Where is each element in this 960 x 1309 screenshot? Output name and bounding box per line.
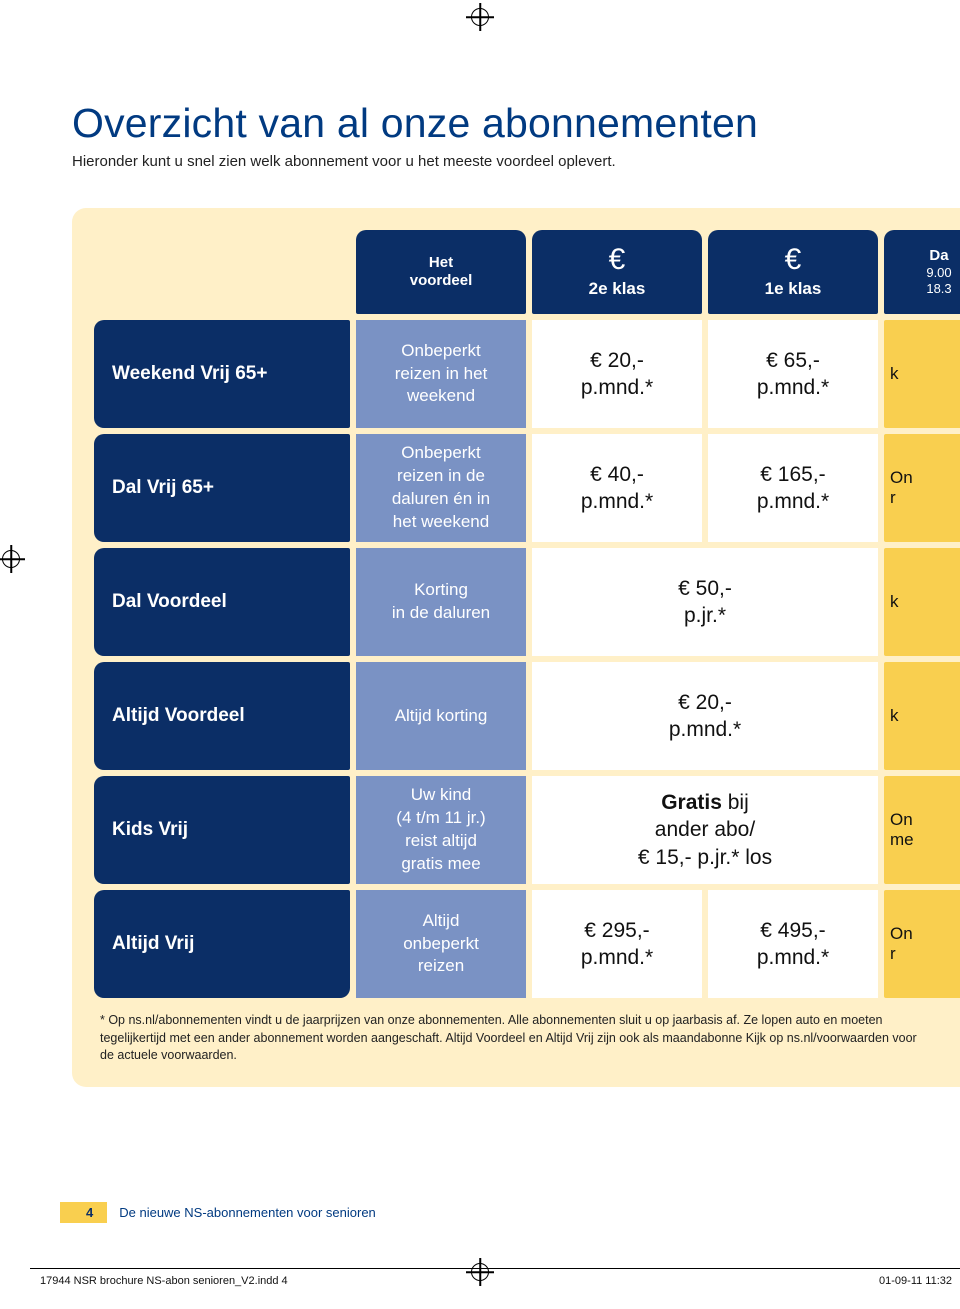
row-benefit: Onbeperkt reizen in het weekend (356, 320, 526, 428)
slug-date: 01-09-11 11:32 (879, 1275, 952, 1287)
row-edge-cutoff: On me (884, 776, 960, 884)
row-name: Dal Vrij 65+ (94, 434, 350, 542)
page-title: Overzicht van al onze abonnementen (72, 100, 960, 147)
page-number: 4 (60, 1202, 107, 1223)
row-price-2e: € 295,- p.mnd.* (532, 890, 702, 998)
row-name: Kids Vrij (94, 776, 350, 884)
row-name: Weekend Vrij 65+ (94, 320, 350, 428)
row-edge-cutoff: On r (884, 434, 960, 542)
header-2e-klas: €2e klas (532, 230, 702, 314)
row-price-1e: € 495,- p.mnd.* (708, 890, 878, 998)
row-name: Altijd Vrij (94, 890, 350, 998)
row-name: Dal Voordeel (94, 548, 350, 656)
row-price-2e: € 20,- p.mnd.* (532, 320, 702, 428)
page-footer-text: De nieuwe NS-abonnementen voor senioren (119, 1205, 376, 1220)
row-benefit: Korting in de daluren (356, 548, 526, 656)
slug-rule (30, 1268, 960, 1269)
header-1e-klas: €1e klas (708, 230, 878, 314)
page-footer: 4 De nieuwe NS-abonnementen voor seniore… (60, 1202, 376, 1223)
pricing-table: Het voordeel€2e klas€1e klasDa9.00 18.3 W… (72, 208, 960, 1087)
row-benefit: Altijd korting (356, 662, 526, 770)
header-blank (94, 230, 350, 314)
row-edge-cutoff: k (884, 548, 960, 656)
row-price-1e: € 65,- p.mnd.* (708, 320, 878, 428)
table-footnote: * Op ns.nl/abonnementen vindt u de jaarp… (94, 1012, 934, 1065)
row-price-merged: € 20,- p.mnd.* (532, 662, 878, 770)
header-benefit: Het voordeel (356, 230, 526, 314)
slug-filename: 17944 NSR brochure NS-abon senioren_V2.i… (40, 1275, 288, 1287)
row-benefit: Altijd onbeperkt reizen (356, 890, 526, 998)
registration-mark-icon (471, 1263, 489, 1281)
row-edge-cutoff: k (884, 662, 960, 770)
row-benefit: Onbeperkt reizen in de daluren én in het… (356, 434, 526, 542)
row-edge-cutoff: k (884, 320, 960, 428)
page-subtitle: Hieronder kunt u snel zien welk abonneme… (72, 153, 960, 170)
row-edge-cutoff: On r (884, 890, 960, 998)
row-price-merged: Gratis bijander abo/€ 15,- p.jr.* los (532, 776, 878, 884)
row-benefit: Uw kind (4 t/m 11 jr.) reist altijd grat… (356, 776, 526, 884)
header-cutoff: Da9.00 18.3 (884, 230, 960, 314)
row-price-1e: € 165,- p.mnd.* (708, 434, 878, 542)
row-price-merged: € 50,- p.jr.* (532, 548, 878, 656)
row-name: Altijd Voordeel (94, 662, 350, 770)
row-price-2e: € 40,- p.mnd.* (532, 434, 702, 542)
